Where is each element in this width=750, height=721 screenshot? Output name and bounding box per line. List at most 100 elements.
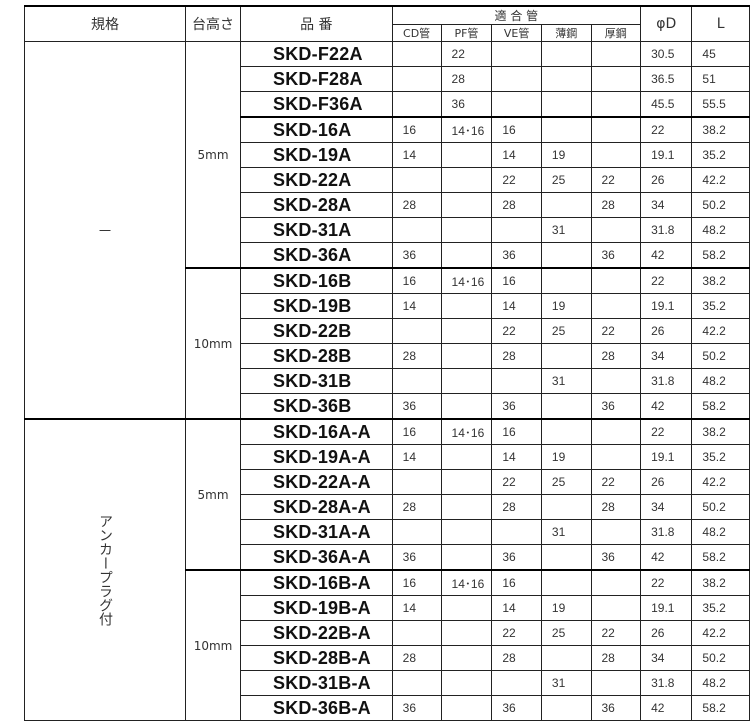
part-number-cell: SKD-16A: [240, 116, 393, 143]
pf-pipe-cell: [440, 519, 493, 545]
thin-steel-cell: 31: [540, 217, 592, 243]
table-row: SKD-19A-A 14 14 19 19.1 35.2: [25, 444, 750, 470]
table-row: SKD-22B 22 25 22 26 42.2: [25, 318, 750, 344]
table-header: 規格 台高さ 品 番 適 合 管 φD L CD管 PF管 VE管 薄鋼 厚鋼: [24, 5, 750, 42]
table-row: SKD-22A 22 25 22 26 42.2: [25, 167, 750, 193]
phi-d-cell: 22: [640, 116, 693, 143]
part-number-cell: SKD-F22A: [240, 41, 393, 67]
thin-steel-cell: [540, 41, 592, 67]
part-number-cell: SKD-28B: [240, 343, 393, 369]
table-row: SKD-31A-A 31 31.8 48.2: [25, 519, 750, 545]
thick-steel-cell: 28: [590, 645, 642, 671]
thin-steel-cell: 31: [540, 368, 592, 394]
thick-steel-cell: [590, 142, 642, 168]
part-number-cell: SKD-22A-A: [240, 469, 393, 495]
thick-steel-cell: 22: [590, 620, 642, 646]
ve-pipe-cell: 14: [491, 444, 542, 470]
table-row: SKD-36A-A 36 36 36 42 58.2: [25, 544, 750, 571]
cd-pipe-cell: [391, 368, 442, 394]
thick-steel-cell: 22: [590, 318, 642, 344]
part-number-cell: SKD-19A: [240, 142, 393, 168]
thick-steel-cell: [590, 116, 642, 143]
thin-steel-cell: [540, 192, 592, 218]
thin-steel-cell: [540, 418, 592, 445]
phi-d-cell: 22: [640, 267, 693, 294]
thin-steel-cell: [540, 66, 592, 92]
phi-d-cell: 22: [640, 418, 693, 445]
cd-pipe-cell: [391, 66, 442, 92]
pf-pipe-cell: [440, 670, 493, 696]
header-ve: VE管: [491, 24, 542, 42]
pf-pipe-cell: [440, 293, 493, 319]
pf-pipe-cell: 36: [440, 91, 493, 118]
pf-pipe-cell: [440, 192, 493, 218]
thick-steel-cell: [590, 519, 642, 545]
thick-steel-cell: 36: [590, 544, 642, 571]
cd-pipe-cell: [391, 519, 442, 545]
thin-steel-cell: [540, 343, 592, 369]
thick-steel-cell: [590, 368, 642, 394]
ve-pipe-cell: 14: [491, 595, 542, 621]
ve-pipe-cell: 36: [491, 544, 542, 571]
table-row: SKD-31A 31 31.8 48.2: [25, 217, 750, 243]
header-part-no: 品 番: [240, 5, 393, 42]
part-number-cell: SKD-28A: [240, 192, 393, 218]
thick-steel-cell: [590, 595, 642, 621]
thin-steel-cell: 19: [540, 595, 592, 621]
length-l-cell: 58.2: [691, 242, 750, 269]
ve-pipe-cell: 22: [491, 167, 542, 193]
thick-steel-cell: 28: [590, 343, 642, 369]
cd-pipe-cell: 16: [391, 116, 442, 143]
header-spec: 規格: [24, 5, 186, 42]
pf-pipe-cell: [440, 469, 493, 495]
ve-pipe-cell: 36: [491, 242, 542, 269]
thin-steel-cell: [540, 91, 592, 118]
phi-d-cell: 31.8: [640, 519, 693, 545]
length-l-cell: 35.2: [691, 444, 750, 470]
phi-d-cell: 42: [640, 393, 693, 420]
product-spec-table: 規格 台高さ 品 番 適 合 管 φD L CD管 PF管 VE管 薄鋼 厚鋼 …: [24, 5, 750, 721]
length-l-cell: 42.2: [691, 318, 750, 344]
pf-pipe-cell: [440, 142, 493, 168]
thin-steel-cell: 25: [540, 167, 592, 193]
thick-steel-cell: 36: [590, 242, 642, 269]
ve-pipe-cell: 22: [491, 469, 542, 495]
pf-pipe-cell: 14･16: [440, 418, 493, 445]
length-l-cell: 58.2: [691, 544, 750, 571]
length-l-cell: 50.2: [691, 645, 750, 671]
phi-d-cell: 42: [640, 242, 693, 269]
ve-pipe-cell: 28: [491, 192, 542, 218]
length-l-cell: 50.2: [691, 494, 750, 520]
cd-pipe-cell: 14: [391, 293, 442, 319]
thin-steel-cell: [540, 116, 592, 143]
cd-pipe-cell: [391, 469, 442, 495]
thick-steel-cell: [590, 66, 642, 92]
height-cell: 10mm: [184, 267, 242, 420]
thick-steel-cell: [590, 41, 642, 67]
table-row: SKD-31B 31 31.8 48.2: [25, 368, 750, 394]
height-cell: 5mm: [184, 41, 242, 269]
phi-d-cell: 42: [640, 544, 693, 571]
length-l-cell: 38.2: [691, 569, 750, 596]
table-row: SKD-19B-A 14 14 19 19.1 35.2: [25, 595, 750, 621]
thin-steel-cell: 19: [540, 293, 592, 319]
table-row: SKD-28B-A 28 28 28 34 50.2: [25, 645, 750, 671]
height-cell: 5mm: [184, 418, 242, 571]
pf-pipe-cell: [440, 544, 493, 571]
part-number-cell: SKD-31B-A: [240, 670, 393, 696]
ve-pipe-cell: [491, 91, 542, 118]
pf-pipe-cell: [440, 620, 493, 646]
length-l-cell: 48.2: [691, 519, 750, 545]
cd-pipe-cell: [391, 167, 442, 193]
phi-d-cell: 36.5: [640, 66, 693, 92]
part-number-cell: SKD-16B-A: [240, 569, 393, 596]
phi-d-cell: 31.8: [640, 368, 693, 394]
pf-pipe-cell: [440, 494, 493, 520]
phi-d-cell: 34: [640, 645, 693, 671]
cd-pipe-cell: [391, 91, 442, 118]
thick-steel-cell: 22: [590, 469, 642, 495]
ve-pipe-cell: 14: [491, 142, 542, 168]
length-l-cell: 38.2: [691, 116, 750, 143]
cd-pipe-cell: 36: [391, 242, 442, 269]
cd-pipe-cell: 28: [391, 192, 442, 218]
